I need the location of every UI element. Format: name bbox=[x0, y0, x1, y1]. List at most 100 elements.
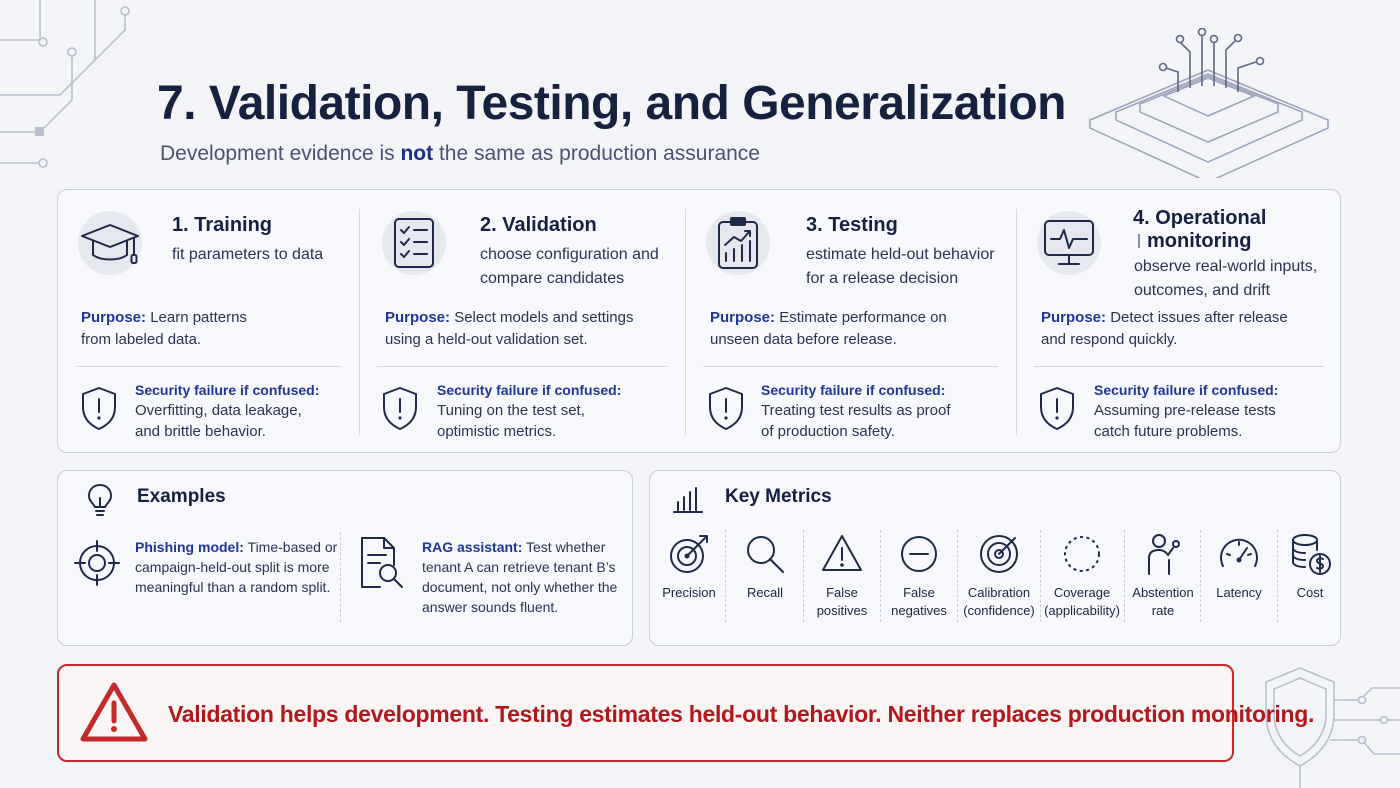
metric-label: False negatives bbox=[891, 584, 947, 620]
examples-divider bbox=[340, 532, 341, 622]
metric-label: Latency bbox=[1216, 584, 1262, 602]
metric-label: Recall bbox=[747, 584, 783, 602]
shield-alert-icon bbox=[383, 387, 417, 430]
stage-description: fit parameters to data bbox=[172, 243, 323, 267]
metric-calibration: Calibration (confidence) bbox=[960, 532, 1038, 620]
stage-icon-circle bbox=[1037, 211, 1101, 275]
metric-label-line: Abstention bbox=[1132, 585, 1194, 600]
banner-message: Validation helps development. Testing es… bbox=[168, 701, 1315, 727]
dashed-circle-icon bbox=[1064, 536, 1100, 572]
example-text: Test whether bbox=[526, 539, 606, 555]
example-label: Phishing model: bbox=[135, 539, 244, 555]
stage-description-line: for a release decision bbox=[806, 270, 959, 287]
stage-title: 3. Testing bbox=[806, 214, 898, 236]
stage-description: observe real-world inputs, outcomes, and… bbox=[1134, 255, 1317, 303]
metric-divider bbox=[1040, 530, 1041, 622]
metric-false-negatives: False negatives bbox=[885, 532, 953, 620]
purpose-line: Purpose: Detect issues after release bbox=[1041, 307, 1288, 329]
examples-panel bbox=[57, 470, 633, 646]
metric-divider bbox=[957, 530, 958, 622]
failure-line: of production safety. bbox=[761, 423, 895, 440]
document-search-icon bbox=[361, 537, 403, 588]
purpose-label: Purpose: bbox=[385, 309, 451, 326]
example-line: meaningful than a random split. bbox=[135, 579, 331, 595]
failure-label: Security failure if confused: bbox=[1094, 382, 1279, 398]
metric-label: Abstention rate bbox=[1132, 584, 1193, 620]
example-label: RAG assistant: bbox=[422, 539, 523, 555]
metric-recall: Recall bbox=[731, 532, 799, 602]
metric-cost: Cost bbox=[1281, 532, 1339, 602]
stage-icon-circle bbox=[382, 211, 446, 275]
purpose-line: Purpose: Learn patterns bbox=[81, 307, 247, 329]
stage-title: 1. Training bbox=[172, 214, 273, 236]
metric-label-line: Precision bbox=[662, 585, 716, 600]
stage-purpose: Purpose: Learn patterns from labeled dat… bbox=[81, 307, 247, 351]
crosshair-icon bbox=[74, 540, 120, 586]
stage-description-line: outcomes, and drift bbox=[1134, 282, 1271, 299]
metric-label: Coverage (applicability) bbox=[1044, 584, 1120, 620]
metric-label-line: positives bbox=[816, 603, 868, 618]
stage-separator bbox=[377, 366, 667, 367]
warning-triangle-icon bbox=[822, 535, 862, 571]
failure-text: Overfitting, data leakage, and brittle b… bbox=[135, 400, 302, 442]
purpose-line: and respond quickly. bbox=[1041, 331, 1178, 348]
subtitle-text: Development evidence is bbox=[160, 142, 401, 165]
metric-label-line: (applicability) bbox=[1044, 603, 1120, 618]
metrics-title: Key Metrics bbox=[725, 486, 832, 507]
stage-title-line: monitoring bbox=[1147, 230, 1252, 252]
metric-coverage: Coverage (applicability) bbox=[1042, 532, 1122, 620]
purpose-line: using a held-out validation set. bbox=[385, 331, 588, 348]
stage-title-line: 4. Operational bbox=[1133, 207, 1267, 229]
metric-label-line: rate bbox=[1151, 603, 1175, 618]
example-rag: RAG assistant: Test whether tenant A can… bbox=[422, 537, 617, 617]
checklist-icon bbox=[394, 218, 434, 268]
metrics-panel bbox=[649, 470, 1341, 646]
stage-title: 4. Operational monitoring bbox=[1133, 207, 1266, 253]
purpose-label: Purpose: bbox=[81, 309, 147, 326]
metric-label-line: Recall bbox=[746, 585, 784, 600]
metric-latency: Latency bbox=[1204, 532, 1274, 602]
stage-divider bbox=[359, 209, 360, 435]
clipboard-chart-icon bbox=[718, 217, 758, 269]
monitor-pulse-icon bbox=[1044, 220, 1094, 265]
bar-chart-icon bbox=[673, 487, 703, 513]
metric-divider bbox=[1124, 530, 1125, 622]
person-raise-hand-icon bbox=[1148, 534, 1180, 575]
purpose-text: Estimate performance on bbox=[779, 309, 947, 326]
stage-description: estimate held-out behavior for a release… bbox=[806, 243, 995, 291]
warning-banner bbox=[57, 664, 1234, 762]
stage-purpose: Purpose: Detect issues after release and… bbox=[1041, 307, 1288, 351]
stage-description-line: observe real-world inputs, bbox=[1134, 258, 1318, 275]
failure-line: Overfitting, data leakage, bbox=[135, 402, 302, 419]
stage-divider bbox=[1016, 209, 1017, 435]
example-line: answer sounds fluent. bbox=[422, 599, 559, 615]
metric-false-positives: False positives bbox=[808, 532, 876, 620]
purpose-text: Detect issues after release bbox=[1110, 309, 1288, 326]
chip-layers-decoration-icon bbox=[1088, 28, 1330, 178]
calibration-target-icon bbox=[980, 535, 1018, 573]
purpose-text: Learn patterns bbox=[150, 309, 247, 326]
example-line: campaign-held-out split is more bbox=[135, 559, 330, 575]
magnifier-icon bbox=[747, 536, 784, 573]
purpose-label: Purpose: bbox=[710, 309, 776, 326]
example-phishing: Phishing model: Time-based or campaign-h… bbox=[135, 537, 337, 597]
target-arrow-icon bbox=[670, 535, 708, 573]
metric-divider bbox=[1277, 530, 1278, 622]
warning-icon bbox=[80, 682, 148, 742]
purpose-line: Purpose: Select models and settings bbox=[385, 307, 633, 329]
metric-divider bbox=[725, 530, 726, 622]
stage-separator bbox=[703, 366, 998, 367]
circuit-decoration-left-icon bbox=[0, 0, 130, 168]
metric-label-line: Latency bbox=[1216, 585, 1262, 600]
stage-icon-circle bbox=[706, 211, 770, 275]
speedometer-icon bbox=[1220, 538, 1258, 567]
shield-alert-icon bbox=[82, 387, 116, 430]
example-line: document, not only whether the bbox=[422, 579, 618, 595]
stage-title: 2. Validation bbox=[480, 214, 597, 236]
stage-description-line: fit parameters to data bbox=[172, 246, 324, 263]
subtitle-emphasis: not bbox=[400, 142, 434, 165]
failure-line: and brittle behavior. bbox=[135, 423, 266, 440]
metric-label: Cost bbox=[1297, 584, 1324, 602]
stage-description-line: estimate held-out behavior bbox=[806, 246, 995, 263]
graduation-cap-icon bbox=[81, 224, 139, 264]
